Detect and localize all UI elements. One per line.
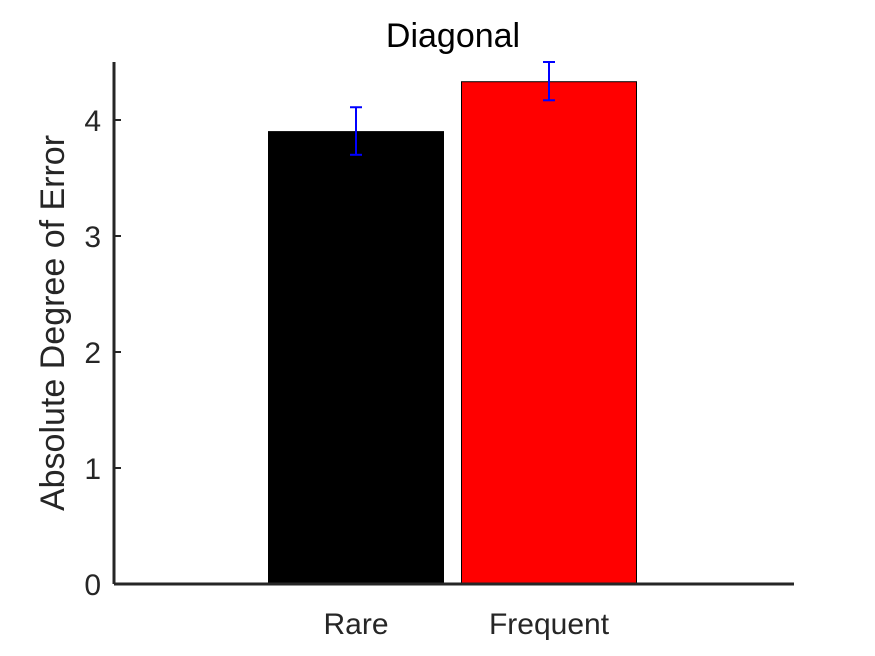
bar-frequent	[461, 81, 637, 585]
error-bar-rare	[350, 106, 362, 156]
y-ticks-layer: 0 1 2 3 4	[84, 105, 121, 602]
bar-rare	[268, 131, 444, 585]
y-axis-label: Absolute Degree of Error	[34, 135, 72, 511]
error-bar-frequent	[543, 61, 555, 102]
y-tick-label: 0	[84, 569, 101, 602]
x-ticks-layer: Rare Frequent	[323, 608, 609, 641]
y-tick-label: 4	[84, 105, 101, 138]
y-tick-label: 3	[84, 221, 101, 254]
y-tick-label: 1	[84, 453, 101, 486]
chart-title: Diagonal	[386, 17, 520, 55]
x-tick-label-frequent: Frequent	[489, 608, 610, 641]
y-tick-label: 2	[84, 337, 101, 370]
x-tick-label-rare: Rare	[323, 608, 388, 641]
bars-layer	[268, 81, 637, 585]
error-bars-layer	[350, 61, 555, 156]
